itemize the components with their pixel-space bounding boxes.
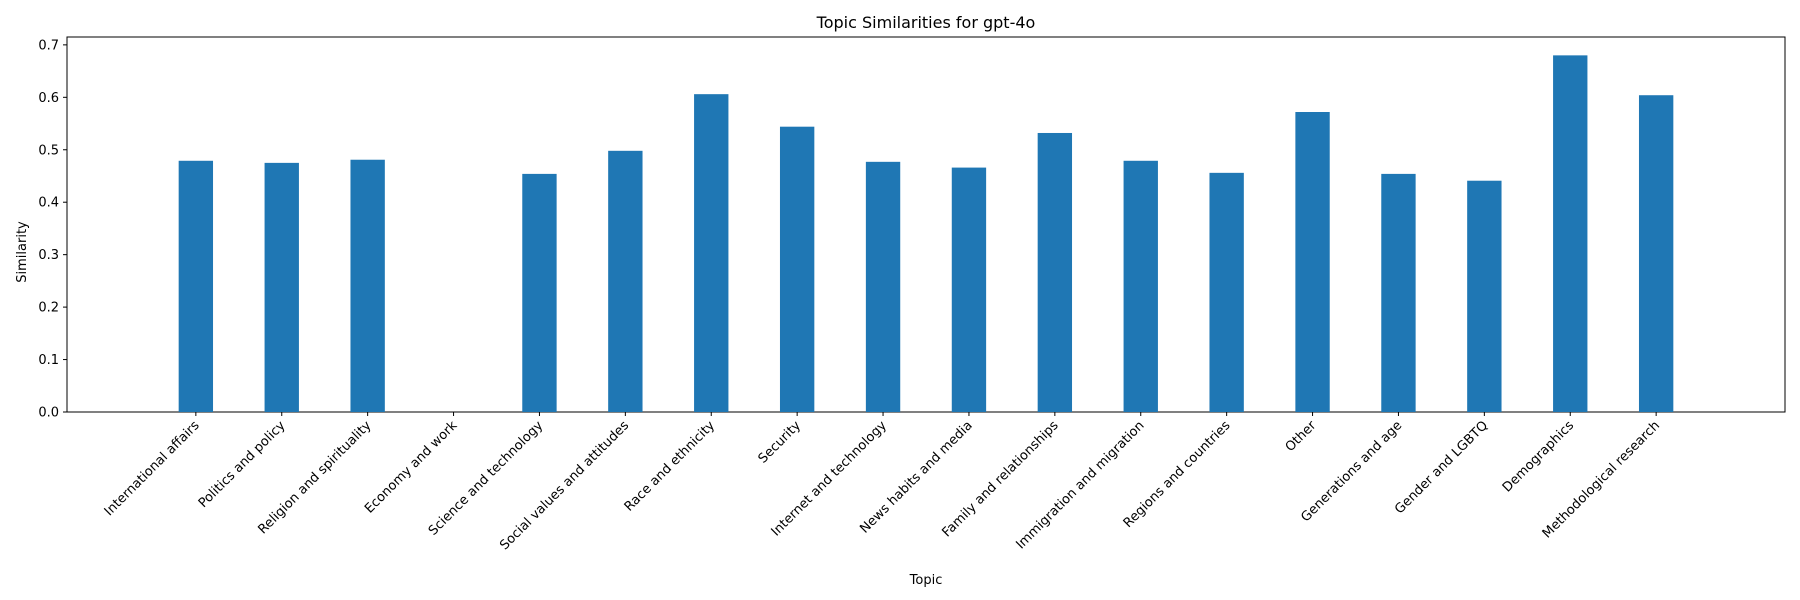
x-tick-label: Politics and policy bbox=[196, 418, 289, 511]
x-tick-label: Demographics bbox=[1500, 418, 1577, 495]
y-axis: 0.0 0.1 0.2 0.3 0.4 0.5 0.6 0.7 bbox=[38, 38, 67, 421]
bar bbox=[350, 159, 385, 412]
bar bbox=[1295, 112, 1330, 412]
bar bbox=[522, 173, 557, 412]
bar bbox=[1553, 55, 1588, 413]
chart-title: Topic Similarities for gpt-4o bbox=[816, 13, 1036, 32]
bar bbox=[1638, 95, 1674, 412]
y-tick-label: 0.1 bbox=[38, 353, 59, 368]
x-tick-label: Generations and age bbox=[1298, 418, 1405, 525]
x-tick-label: Other bbox=[1283, 418, 1320, 455]
bar bbox=[1381, 173, 1416, 412]
y-tick-label: 0.0 bbox=[38, 406, 59, 421]
plot-area bbox=[66, 36, 1786, 413]
x-tick-label: International affairs bbox=[102, 418, 203, 519]
plot-frame bbox=[66, 36, 1786, 413]
y-tick-label: 0.2 bbox=[38, 301, 59, 316]
x-tick-label: Economy and work bbox=[362, 418, 461, 517]
bar bbox=[178, 160, 214, 412]
bar bbox=[608, 150, 643, 412]
bar bbox=[951, 167, 987, 412]
bar bbox=[1123, 160, 1158, 412]
y-tick-label: 0.3 bbox=[38, 248, 59, 263]
x-axis-label: Topic bbox=[909, 573, 943, 588]
bar bbox=[694, 94, 729, 413]
bar bbox=[1209, 172, 1244, 412]
x-tick-label: Race and ethnicity bbox=[622, 418, 719, 515]
bar bbox=[779, 126, 815, 412]
y-tick-label: 0.5 bbox=[38, 143, 59, 158]
x-tick-label: Gender and LGBTQ bbox=[1392, 418, 1491, 517]
y-tick-label: 0.7 bbox=[38, 38, 59, 53]
y-axis-label: Similarity bbox=[15, 221, 30, 283]
bar bbox=[865, 161, 901, 412]
bar bbox=[1467, 180, 1502, 412]
y-tick-label: 0.4 bbox=[38, 196, 59, 211]
y-tick-label: 0.6 bbox=[38, 91, 59, 106]
bar bbox=[1037, 132, 1073, 413]
x-tick-label: Security bbox=[756, 418, 805, 467]
bars bbox=[178, 55, 1674, 413]
bar bbox=[264, 162, 299, 412]
